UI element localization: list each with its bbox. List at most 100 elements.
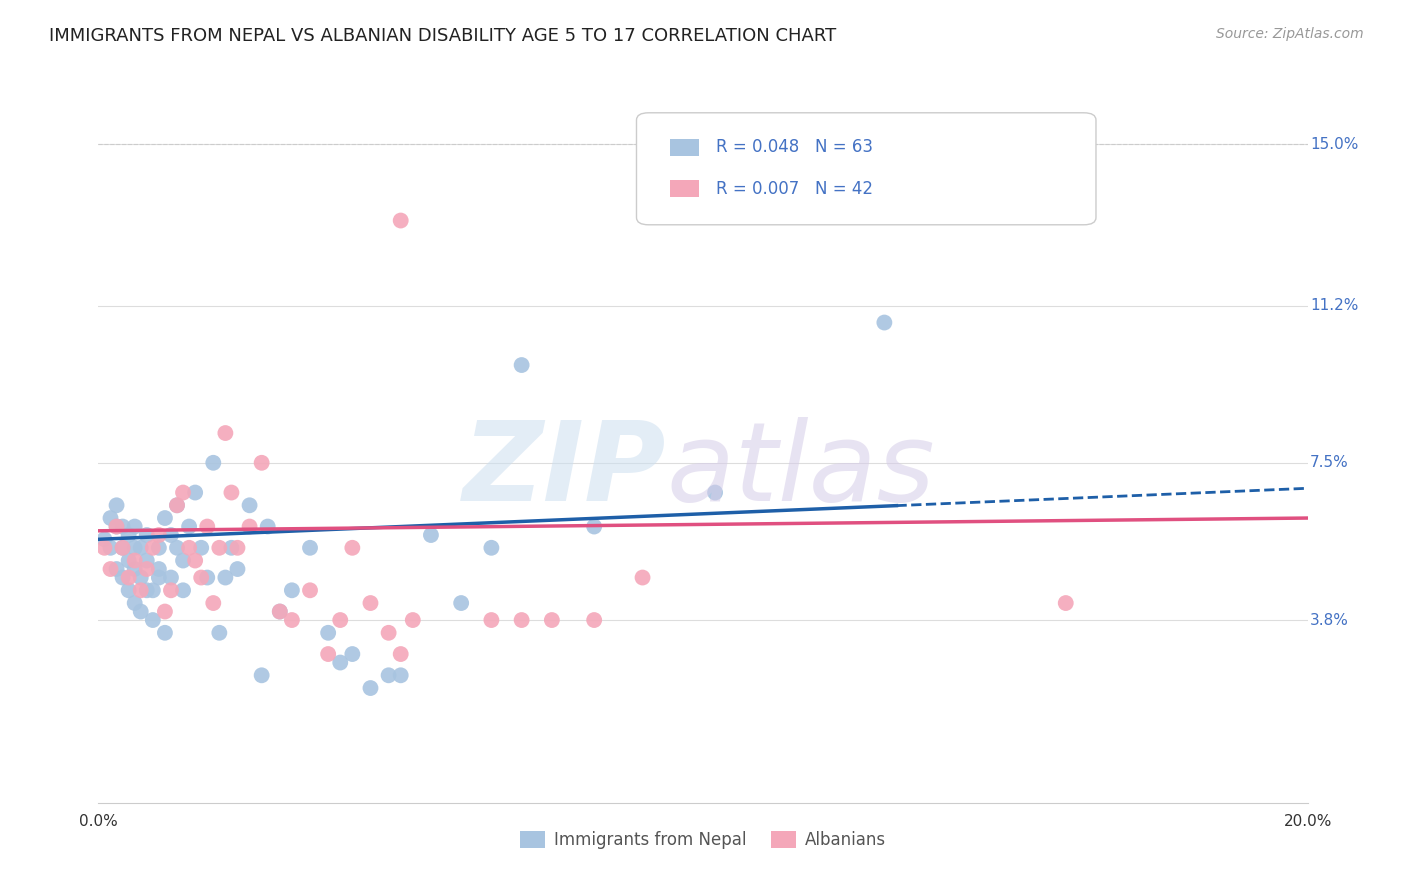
Point	[148, 528, 170, 542]
Point	[510, 358, 533, 372]
Point	[269, 605, 291, 619]
Point	[93, 541, 115, 555]
Point	[316, 625, 339, 640]
Text: atlas: atlas	[666, 417, 935, 524]
Point	[208, 541, 231, 555]
Point	[135, 583, 157, 598]
Point	[135, 553, 157, 567]
Point	[221, 485, 243, 500]
Point	[389, 668, 412, 682]
Point	[250, 456, 273, 470]
Point	[135, 562, 157, 576]
Point	[481, 541, 503, 555]
Text: 3.8%: 3.8%	[1310, 613, 1348, 628]
Point	[166, 498, 188, 512]
Point	[129, 583, 152, 598]
Point	[129, 570, 152, 584]
Point	[118, 583, 141, 598]
Point	[111, 570, 134, 584]
Point	[172, 553, 194, 567]
Point	[160, 570, 183, 584]
Text: R = 0.048   N = 63: R = 0.048 N = 63	[716, 138, 873, 156]
Point	[226, 562, 249, 576]
Point	[1054, 596, 1077, 610]
Point	[124, 596, 146, 610]
Point	[299, 541, 322, 555]
Point	[111, 541, 134, 555]
FancyBboxPatch shape	[671, 180, 699, 197]
Point	[148, 541, 170, 555]
Point	[510, 613, 533, 627]
Point	[239, 519, 262, 533]
Point	[239, 498, 262, 512]
Point	[342, 541, 364, 555]
FancyBboxPatch shape	[637, 112, 1097, 225]
Point	[142, 583, 165, 598]
Point	[389, 647, 412, 661]
Point	[221, 541, 243, 555]
Point	[111, 519, 134, 533]
Point	[100, 562, 122, 576]
Point	[172, 485, 194, 500]
Point	[129, 541, 152, 555]
Point	[153, 605, 176, 619]
Point	[166, 541, 188, 555]
Point	[450, 596, 472, 610]
Point	[160, 528, 183, 542]
Point	[105, 562, 128, 576]
Point	[148, 570, 170, 584]
Point	[250, 668, 273, 682]
Point	[583, 613, 606, 627]
Legend: Immigrants from Nepal, Albanians: Immigrants from Nepal, Albanians	[513, 824, 893, 856]
Point	[111, 541, 134, 555]
Point	[195, 519, 218, 533]
Point	[190, 541, 212, 555]
Point	[105, 498, 128, 512]
Text: IMMIGRANTS FROM NEPAL VS ALBANIAN DISABILITY AGE 5 TO 17 CORRELATION CHART: IMMIGRANTS FROM NEPAL VS ALBANIAN DISABI…	[49, 27, 837, 45]
Point	[299, 583, 322, 598]
Point	[118, 528, 141, 542]
Point	[420, 528, 443, 542]
Point	[360, 596, 382, 610]
Point	[281, 583, 304, 598]
Point	[179, 541, 201, 555]
Point	[124, 519, 146, 533]
Point	[105, 519, 128, 533]
Point	[153, 511, 176, 525]
Point	[124, 553, 146, 567]
Point	[142, 613, 165, 627]
Point	[214, 425, 236, 440]
Point	[631, 570, 654, 584]
Point	[540, 613, 562, 627]
Point	[93, 533, 115, 547]
Point	[184, 553, 207, 567]
Point	[377, 668, 399, 682]
Point	[184, 485, 207, 500]
Point	[402, 613, 425, 627]
Point	[873, 316, 896, 330]
Point	[329, 656, 352, 670]
Point	[202, 596, 225, 610]
Point	[202, 456, 225, 470]
Text: 15.0%: 15.0%	[1310, 136, 1358, 152]
Point	[481, 613, 503, 627]
Point	[704, 485, 727, 500]
Point	[190, 570, 212, 584]
Text: 11.2%: 11.2%	[1310, 298, 1358, 313]
Point	[118, 553, 141, 567]
Point	[179, 519, 201, 533]
Point	[142, 541, 165, 555]
Point	[281, 613, 304, 627]
Point	[360, 681, 382, 695]
Point	[160, 583, 183, 598]
FancyBboxPatch shape	[671, 139, 699, 156]
Point	[118, 570, 141, 584]
Point	[269, 605, 291, 619]
Point	[377, 625, 399, 640]
Point	[316, 647, 339, 661]
Point	[583, 519, 606, 533]
Point	[208, 625, 231, 640]
Point	[100, 511, 122, 525]
Point	[129, 605, 152, 619]
Text: Source: ZipAtlas.com: Source: ZipAtlas.com	[1216, 27, 1364, 41]
